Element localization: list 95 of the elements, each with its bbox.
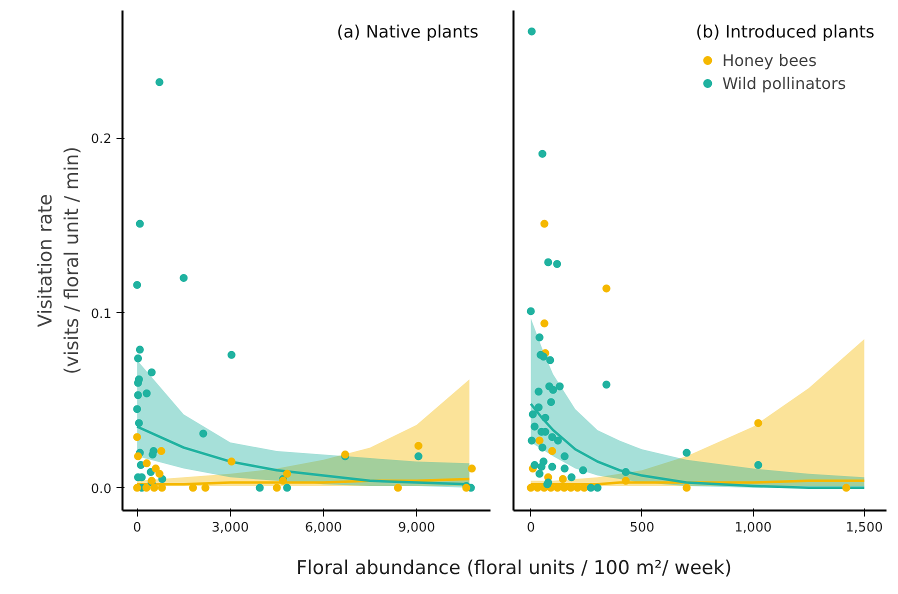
x-tick-label: 3,000 bbox=[212, 520, 249, 536]
point bbox=[560, 464, 569, 473]
point bbox=[526, 307, 535, 316]
point bbox=[201, 484, 210, 492]
point bbox=[544, 258, 552, 266]
point bbox=[549, 386, 558, 394]
point bbox=[548, 462, 556, 471]
point bbox=[133, 484, 142, 492]
point bbox=[540, 319, 548, 328]
point bbox=[622, 468, 630, 476]
point bbox=[148, 368, 156, 376]
point bbox=[155, 78, 164, 86]
point bbox=[157, 447, 166, 456]
point bbox=[553, 260, 562, 268]
point bbox=[256, 484, 264, 492]
point bbox=[414, 452, 422, 460]
point bbox=[536, 470, 544, 478]
point bbox=[530, 422, 539, 431]
point bbox=[538, 444, 546, 452]
point bbox=[548, 447, 556, 456]
point bbox=[554, 436, 562, 445]
point bbox=[602, 380, 610, 389]
point bbox=[530, 461, 539, 470]
point bbox=[534, 388, 543, 396]
legend-label: Honey bees bbox=[722, 50, 817, 70]
point bbox=[134, 452, 142, 460]
point bbox=[414, 442, 422, 450]
point bbox=[136, 220, 144, 228]
point bbox=[228, 350, 236, 359]
point bbox=[547, 398, 556, 406]
point bbox=[682, 448, 691, 457]
point bbox=[272, 484, 281, 492]
point bbox=[602, 284, 610, 292]
point bbox=[526, 484, 535, 492]
text: (a) Native plants bbox=[336, 22, 479, 42]
x-tick-label: 9,000 bbox=[398, 520, 436, 536]
point bbox=[134, 391, 142, 400]
point bbox=[134, 354, 142, 362]
text: (b) Introduced plants bbox=[696, 22, 875, 42]
y-tick-label: 0.0 bbox=[90, 482, 112, 497]
point bbox=[568, 473, 576, 482]
x-axis-title: Floral abundance (floral units / 100 m²/ week) bbox=[296, 556, 732, 581]
point bbox=[541, 414, 550, 422]
point bbox=[536, 436, 544, 445]
point bbox=[394, 484, 402, 492]
point bbox=[283, 484, 292, 492]
point bbox=[538, 150, 546, 158]
x-tick-label: 1,500 bbox=[846, 520, 883, 536]
y-tick-label: 0.1 bbox=[90, 306, 112, 322]
point bbox=[134, 419, 143, 428]
point bbox=[842, 484, 850, 492]
point bbox=[142, 484, 150, 492]
point bbox=[136, 346, 144, 354]
point bbox=[579, 466, 588, 474]
point bbox=[538, 462, 546, 471]
point bbox=[560, 452, 569, 460]
point bbox=[558, 475, 567, 484]
point bbox=[548, 433, 556, 442]
point bbox=[528, 410, 537, 418]
x-tick-label: 6,000 bbox=[304, 520, 342, 536]
point bbox=[133, 405, 142, 414]
point bbox=[528, 436, 536, 445]
point bbox=[622, 476, 630, 485]
point bbox=[133, 433, 142, 442]
x-tick-label: 0 bbox=[526, 520, 535, 536]
x-tick-label: 1,000 bbox=[734, 520, 772, 536]
point bbox=[142, 389, 151, 398]
point bbox=[199, 430, 208, 438]
point bbox=[534, 403, 543, 412]
point bbox=[155, 470, 164, 478]
point bbox=[152, 464, 160, 473]
point bbox=[682, 484, 691, 492]
point bbox=[528, 27, 536, 36]
point bbox=[556, 382, 564, 390]
x-tick-label: 500 bbox=[630, 520, 654, 536]
point bbox=[133, 280, 142, 289]
point bbox=[283, 470, 292, 478]
y-tick-label: 0.2 bbox=[90, 132, 112, 148]
point bbox=[468, 464, 476, 473]
point bbox=[180, 274, 188, 282]
point bbox=[540, 352, 548, 361]
legend-label: Wild pollinators bbox=[722, 74, 846, 92]
point bbox=[594, 484, 602, 492]
point bbox=[586, 484, 595, 492]
point bbox=[150, 484, 158, 492]
point bbox=[142, 459, 151, 468]
point bbox=[546, 356, 554, 364]
x-tick-label: 0 bbox=[132, 520, 142, 536]
point bbox=[228, 458, 236, 466]
point bbox=[540, 220, 548, 228]
point bbox=[754, 419, 762, 428]
point bbox=[536, 333, 544, 342]
point bbox=[754, 461, 762, 470]
y-axis-title: Visitation rate (visits / floral unit / min) bbox=[34, 146, 83, 374]
point bbox=[148, 450, 157, 459]
